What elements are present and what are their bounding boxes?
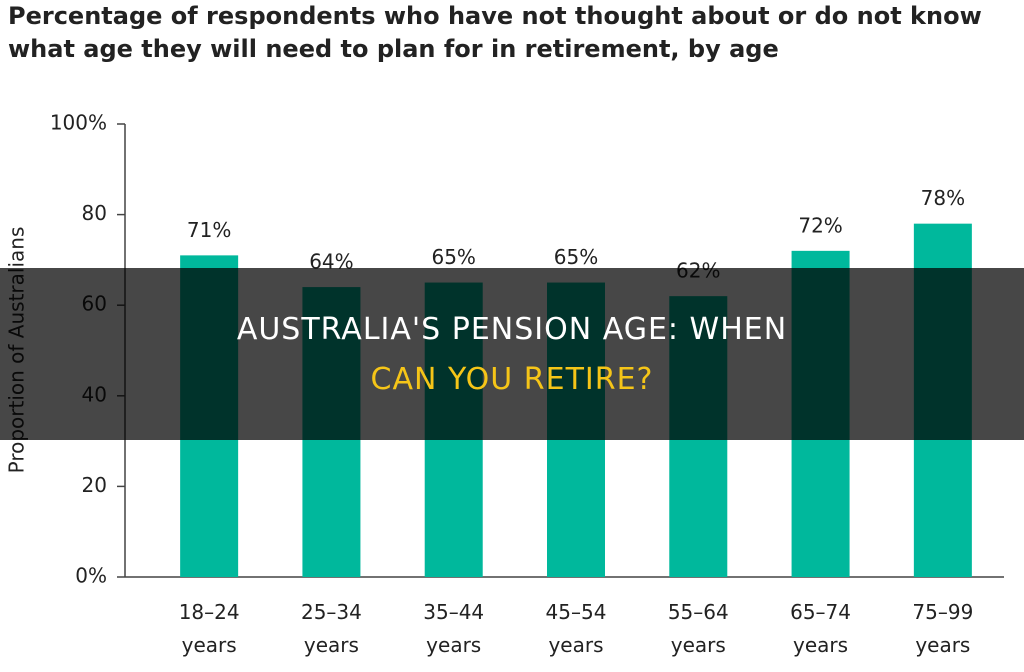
- chart-title: Percentage of respondents who have not t…: [8, 2, 982, 63]
- x-tick-label: 25–34 years: [300, 600, 362, 657]
- x-tick-label: 65–74 years: [790, 600, 852, 657]
- x-tick-label: 18–24 years: [178, 600, 240, 657]
- x-tick-label: 55–64 years: [667, 600, 729, 657]
- overlay-band: AUSTRALIA'S PENSION AGE: WHEN CAN YOU RE…: [0, 268, 1024, 440]
- y-tick-label: 0%: [75, 564, 107, 588]
- value-label: 71%: [187, 218, 231, 242]
- x-tick-label: 45–54 years: [545, 600, 607, 657]
- x-tick-label: 35–44 years: [423, 600, 485, 657]
- y-tick-label: 20: [82, 473, 107, 497]
- y-tick-label: 100%: [50, 111, 107, 135]
- value-label: 65%: [554, 245, 598, 269]
- value-label: 65%: [431, 245, 475, 269]
- headline-line1: AUSTRALIA'S PENSION AGE: WHEN: [236, 312, 788, 347]
- y-tick-label: 80: [82, 201, 107, 225]
- value-label: 78%: [921, 186, 965, 210]
- value-label: 72%: [798, 213, 842, 237]
- headline-line2: CAN YOU RETIRE?: [370, 362, 654, 397]
- x-tick-label: 75–99 years: [912, 600, 974, 657]
